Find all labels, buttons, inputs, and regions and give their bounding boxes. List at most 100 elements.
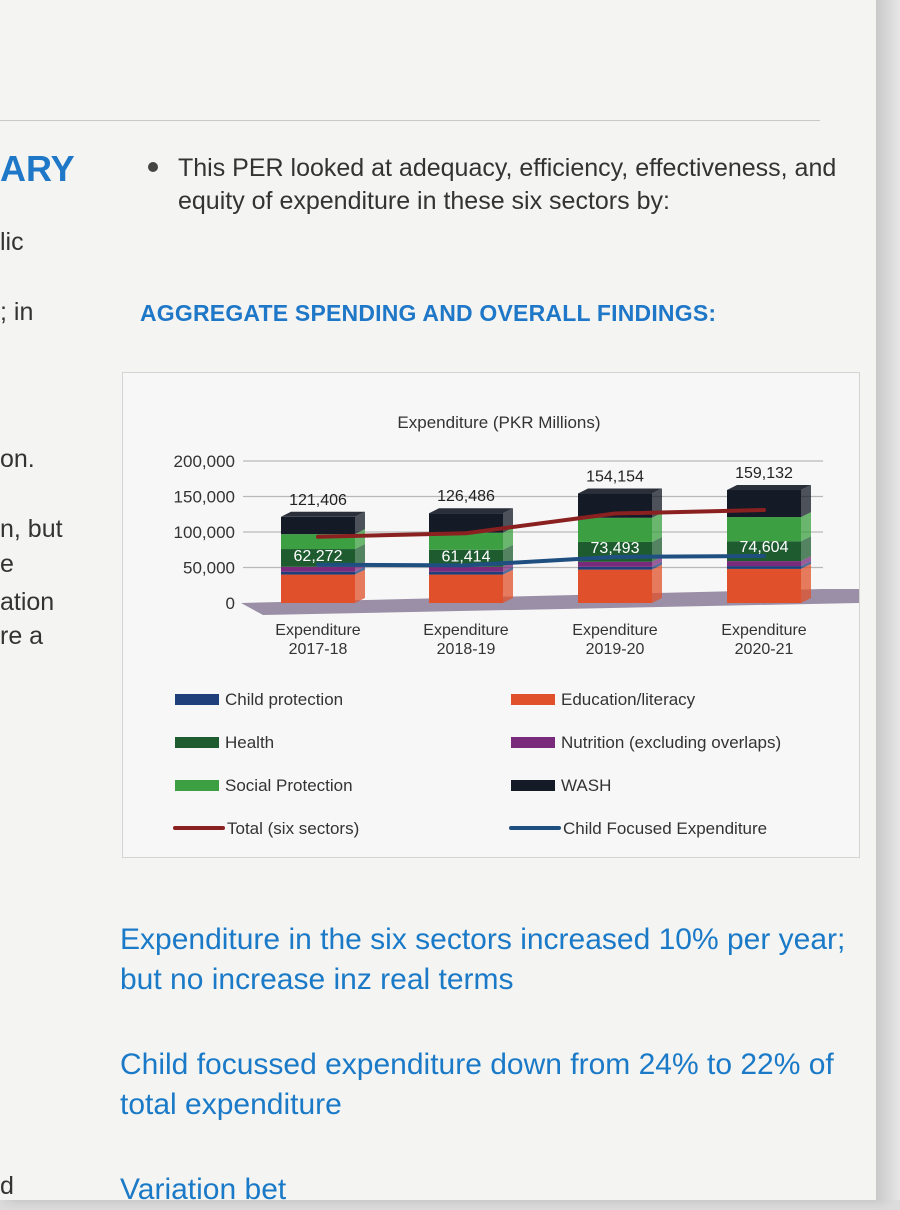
category-label: Expenditure	[275, 622, 360, 639]
text-fragment: e	[0, 550, 14, 578]
child-focused-line	[316, 554, 766, 568]
category-label: Expenditure	[423, 622, 508, 639]
legend-swatch	[511, 737, 555, 748]
category-label: 2018-19	[437, 641, 496, 658]
bar-segment-side	[355, 511, 365, 535]
finding-3: Variation bet	[120, 1173, 287, 1206]
y-tick-label: 200,000	[174, 452, 235, 471]
legend-label: Health	[225, 733, 274, 752]
bar-segment-side	[355, 544, 365, 567]
bar-segment-side	[355, 566, 365, 575]
expenditure-chart: Expenditure (PKR Millions) 0 50,000 100,000…	[122, 372, 860, 858]
report-page: ARY lic ; in on. n, but e ation re a d T…	[0, 0, 880, 1206]
top-rule	[0, 120, 820, 121]
bar-segment	[727, 561, 801, 567]
bar-segment	[578, 566, 652, 570]
bar-segment-side	[801, 512, 811, 542]
text-fragment: ation	[0, 588, 55, 616]
chart-floor	[241, 589, 859, 615]
finding-2: Child focussed expenditure down from 24%…	[120, 1048, 834, 1121]
total-data-label: 159,132	[735, 465, 793, 482]
legend-swatch	[175, 694, 219, 705]
summary-title-fragment: ARY	[0, 148, 75, 189]
bar-segment	[281, 566, 355, 572]
bar-segment	[429, 574, 503, 603]
legend-label: Education/literacy	[561, 690, 696, 709]
bar-segment-side	[503, 569, 513, 603]
category-label: Expenditure	[572, 622, 657, 639]
bar-segment-side	[652, 564, 662, 603]
total-line	[316, 508, 766, 539]
chart-svg: Expenditure (PKR Millions) 0 50,000 100,000…	[173, 413, 859, 838]
section-heading: AGGREGATE SPENDING AND OVERALL FINDINGS:	[140, 300, 717, 326]
bar-segment	[281, 571, 355, 575]
category-label: 2020-21	[735, 641, 794, 658]
bar-top	[429, 508, 513, 514]
total-data-label: 154,154	[586, 469, 644, 486]
total-data-label: 126,486	[437, 488, 495, 505]
legend-label: Social Protection	[225, 776, 353, 795]
bullet-icon	[148, 162, 158, 172]
bar-segment	[429, 513, 503, 533]
page-edge	[876, 0, 900, 1200]
bar-segment	[429, 571, 503, 575]
intro-paragraph: This PER looked at adequacy, efficiency,…	[178, 154, 837, 215]
legend-swatch	[175, 737, 219, 748]
child-focused-data-label: 73,493	[591, 540, 640, 557]
bar-segment-side	[801, 536, 811, 562]
text-fragment: ; in	[0, 298, 34, 326]
legend-label: WASH	[561, 776, 611, 795]
text-fragment: re a	[0, 622, 44, 650]
y-tick-label: 50,000	[183, 559, 235, 578]
bar-segment-side	[652, 561, 662, 570]
y-tick-label: 100,000	[174, 523, 235, 542]
finding-1: Expenditure in the six sectors increased…	[120, 923, 846, 996]
bar-segment-side	[801, 485, 811, 518]
bar-segment	[429, 532, 503, 550]
child-focused-data-label: 61,414	[442, 548, 491, 565]
bar-top	[281, 511, 365, 517]
bar-segment	[578, 569, 652, 603]
bar-segment-side	[801, 561, 811, 569]
category-label: 2017-18	[289, 641, 348, 658]
legend-swatch	[511, 780, 555, 791]
bar-segment-side	[652, 556, 662, 567]
text-fragment: d	[0, 1172, 14, 1200]
y-tick-label: 0	[226, 594, 235, 613]
bar-segment	[281, 516, 355, 535]
chart-title: Expenditure (PKR Millions)	[397, 413, 600, 432]
total-data-label: 121,406	[289, 492, 347, 509]
bar-segment-side	[652, 512, 662, 542]
bar-segment-side	[801, 563, 811, 603]
legend-swatch	[175, 780, 219, 791]
bar-segment-side	[652, 488, 662, 518]
text-fragment: on.	[0, 445, 35, 473]
legend-label: Total (six sectors)	[227, 819, 359, 838]
bar-segment	[727, 566, 801, 569]
bar-segment	[578, 561, 652, 567]
legend-label: Child Focused Expenditure	[563, 819, 767, 838]
legend-swatch	[511, 694, 555, 705]
text-fragment: lic	[0, 228, 24, 256]
y-tick-label: 150,000	[174, 488, 235, 507]
bar-segment	[281, 574, 355, 603]
child-focused-data-label: 74,604	[740, 539, 789, 556]
bar-segment-side	[355, 569, 365, 603]
child-focused-data-label: 62,272	[294, 548, 343, 565]
bar-segment	[727, 490, 801, 518]
bar-segment-side	[503, 527, 513, 550]
text-fragment: n, but	[0, 515, 63, 543]
bar-segment	[281, 549, 355, 567]
bar-segment-side	[503, 566, 513, 575]
bar-top	[578, 488, 662, 494]
bar-segment	[429, 566, 503, 572]
bar-top	[727, 485, 811, 491]
bar-segment-side	[801, 556, 811, 567]
bar-segment	[578, 517, 652, 542]
legend-label: Nutrition (excluding overlaps)	[561, 733, 781, 752]
bar-segment	[727, 517, 801, 542]
legend-label: Child protection	[225, 690, 343, 709]
bar-segment	[727, 568, 801, 603]
category-label: 2019-20	[586, 641, 645, 658]
category-label: Expenditure	[721, 622, 806, 639]
